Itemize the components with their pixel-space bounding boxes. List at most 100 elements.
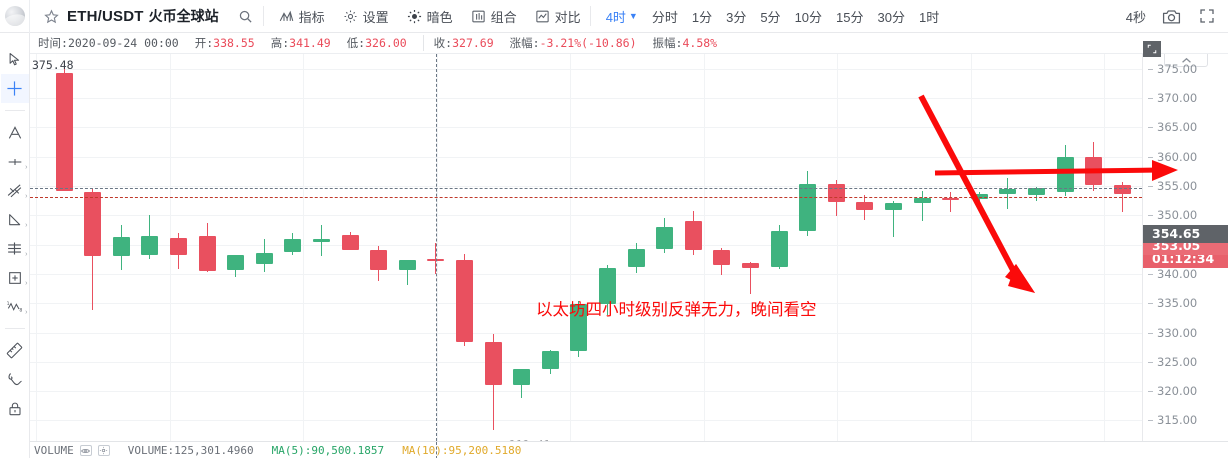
indicator-icon [279, 9, 294, 24]
axis-collapse-button[interactable] [1164, 54, 1208, 67]
chart-top-price-label: 375.48 [32, 58, 74, 72]
volume-value: VOLUME:125,301.4960 [127, 444, 254, 457]
timeframe-15m[interactable]: 15分 [836, 9, 864, 25]
menu-item-compare[interactable]: 对比 [526, 0, 590, 33]
text-tool[interactable] [1, 118, 29, 147]
info-low: 低:326.00 [346, 36, 407, 50]
refresh-interval-label[interactable]: 4秒 [1125, 9, 1146, 25]
sun-icon [407, 9, 422, 24]
candle [112, 54, 130, 441]
candle [1027, 54, 1045, 441]
camera-icon[interactable] [1160, 5, 1182, 27]
gear-icon [343, 9, 358, 24]
fib-tool[interactable]: › [1, 234, 29, 263]
timeframe-10m[interactable]: 10分 [794, 9, 823, 25]
price-tick-label: 355.00 [1147, 178, 1198, 193]
candlestick-chart[interactable]: 375.48 ← 313.41 以太坊四小时级别反弹无力，晚间看空 [30, 54, 1142, 441]
candle [398, 54, 416, 441]
candle [513, 54, 531, 441]
wave-tool[interactable]: 1 8 › [1, 292, 29, 321]
candle [913, 54, 931, 441]
candle [370, 54, 388, 441]
exchange-name: 火币全球站 [148, 8, 219, 24]
candle [541, 54, 559, 441]
candle [999, 54, 1017, 441]
huobi-logo-icon [0, 0, 30, 33]
symbol-group: ETH/USDT 火币全球站 [30, 0, 229, 33]
candle [284, 54, 302, 441]
price-tick-label: 315.00 [1147, 413, 1198, 428]
brush-tool[interactable] [1, 365, 29, 394]
candle [598, 54, 616, 441]
divider [589, 6, 591, 26]
right-tools: 4秒 [1126, 0, 1228, 33]
candle [255, 54, 273, 441]
candle [1085, 54, 1103, 441]
timeframe-4h[interactable]: 4时 ▼ [599, 0, 645, 33]
menu-item-label: 设置 [362, 9, 389, 25]
svg-text:1: 1 [6, 301, 9, 307]
shape-tool[interactable]: › [1, 205, 29, 234]
timeframe-30m[interactable]: 30分 [877, 9, 905, 25]
info-time: 时间:2020-09-24 00:00 [38, 36, 179, 50]
timeframe-1m[interactable]: 1分 [691, 9, 713, 25]
compare-icon [535, 9, 550, 24]
menu-item-indicator[interactable]: 指标 [270, 0, 334, 33]
price-tick-label: 335.00 [1147, 296, 1198, 311]
crosshair-tool[interactable] [0, 74, 29, 103]
volume-title: VOLUME [34, 444, 74, 457]
chart-annotation-text: 以太坊四小时级别反弹无力，晚间看空 [536, 300, 817, 319]
info-change: 涨幅:-3.21%(-10.86) [509, 36, 637, 50]
chevron-right-icon: › [25, 164, 28, 171]
menu-item-theme[interactable]: 暗色 [398, 0, 462, 33]
price-tick-label: 320.00 [1147, 384, 1198, 399]
menu-item-settings[interactable]: 设置 [334, 0, 398, 33]
line-tool[interactable]: › [1, 147, 29, 176]
info-close: 收:327.69 [422, 35, 494, 51]
candle [141, 54, 159, 441]
lock-tool[interactable] [1, 394, 29, 423]
crosshair-vertical-line [435, 54, 437, 441]
divider [262, 6, 264, 26]
timeframe-timeline[interactable]: 分时 [651, 9, 678, 25]
crosshair-horizontal-line [30, 187, 1142, 189]
candle [656, 54, 674, 441]
timeframe-3m[interactable]: 3分 [726, 9, 747, 25]
price-axis[interactable]: 375.00370.00365.00360.00355.00350.00345.… [1142, 54, 1228, 441]
timeframe-1h[interactable]: 1时 [918, 9, 940, 25]
star-icon[interactable] [44, 9, 67, 24]
box-tool[interactable]: › [1, 263, 29, 292]
price-level-line [30, 197, 1142, 199]
ruler-tool[interactable] [1, 336, 29, 365]
fullscreen-icon[interactable] [1196, 5, 1218, 27]
volume-ma5: MA(5):90,500.1857 [271, 444, 385, 457]
eye-icon[interactable] [79, 445, 92, 456]
info-open: 开:338.55 [194, 36, 255, 50]
price-tick-label: 330.00 [1147, 325, 1198, 340]
low-marker-value: 313.41 [509, 438, 551, 441]
settings-small-icon[interactable] [97, 445, 110, 456]
timeframe-5m[interactable]: 5分 [760, 9, 781, 25]
chevron-right-icon: › [25, 251, 28, 258]
price-tick-label: 325.00 [1147, 354, 1198, 369]
cursor-tool[interactable] [1, 45, 29, 74]
volume-pane: VOLUME VOLUME:125,301.4960 MA(5):90,500.… [30, 441, 1228, 458]
price-tick-label: 375.00 [1147, 61, 1198, 76]
candle [827, 54, 845, 441]
trendline-tool[interactable]: › [1, 176, 29, 205]
timeframe-label: 4时 [605, 9, 626, 25]
current-price-tag: 354.65 [1143, 225, 1228, 243]
price-tick-label: 370.00 [1147, 90, 1198, 105]
candle [884, 54, 902, 441]
ohlc-info-bar: 时间:2020-09-24 00:00 开:338.55 高:341.49 低:… [30, 33, 1228, 54]
search-icon[interactable] [229, 0, 263, 33]
chart-fullscreen-badge[interactable] [1143, 41, 1161, 57]
candle [570, 54, 588, 441]
menu-item-layout[interactable]: 组合 [462, 0, 526, 33]
drawing-tools-sidebar: › › › › › [0, 33, 30, 458]
price-tick-label: 365.00 [1147, 120, 1198, 135]
chevron-right-icon: › [25, 309, 28, 316]
candle [799, 54, 817, 441]
volume-crosshair-line [435, 442, 437, 458]
candle [1056, 54, 1074, 441]
